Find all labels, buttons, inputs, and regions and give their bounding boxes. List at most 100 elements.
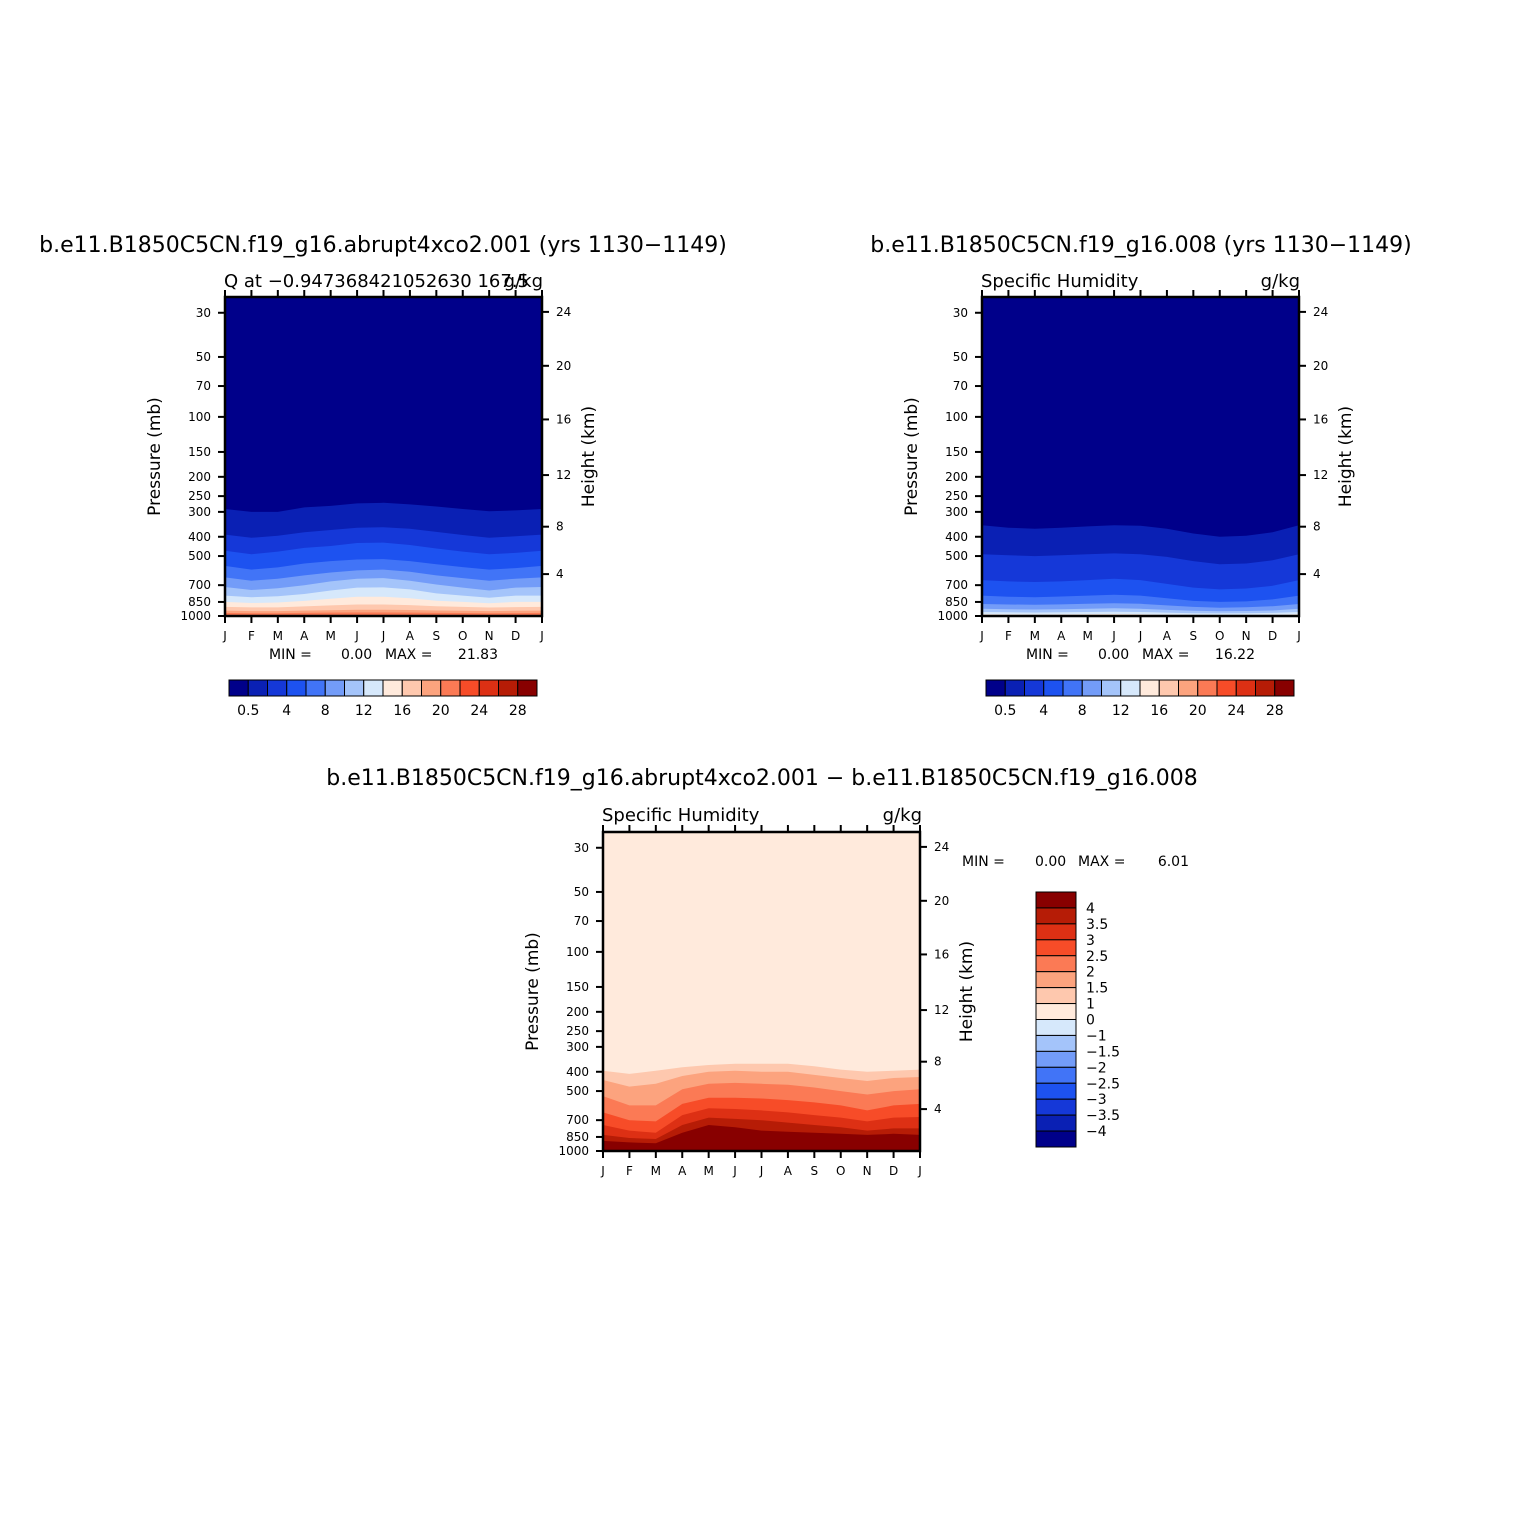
colorbar-label: 12 xyxy=(355,703,373,719)
x-tick-label: D xyxy=(889,1164,898,1178)
panel-2-title: b.e11.B1850C5CN.f19_g16.008 (yrs 1130−11… xyxy=(870,233,1412,258)
contour-fills xyxy=(982,297,1299,616)
y-right-axis-title: Height (km) xyxy=(579,406,599,507)
y-tick-label: 300 xyxy=(566,1040,589,1054)
x-tick-label: N xyxy=(1242,629,1251,643)
x-tick-label: J xyxy=(979,629,984,643)
x-tick-label: S xyxy=(433,629,441,643)
x-tick-label: A xyxy=(406,629,415,643)
colorbar-swatch xyxy=(382,679,403,697)
colorbar-label: −4 xyxy=(1086,1124,1107,1140)
x-tick-label: A xyxy=(300,629,309,643)
y-right-tick-label: 4 xyxy=(556,567,564,581)
x-tick-label: A xyxy=(784,1164,793,1178)
colorbar-swatch xyxy=(421,679,442,697)
y-tick-label: 850 xyxy=(945,595,968,609)
colorbar-swatch xyxy=(1062,679,1083,697)
y-right-tick-label: 16 xyxy=(556,412,571,426)
colorbar-label: 24 xyxy=(470,703,488,719)
y-right-tick-label: 4 xyxy=(934,1102,942,1116)
panel-2-plot: J F M A M J J A S O N D J 30 50 70 100 150 200 250 300 400 500… xyxy=(902,290,1356,719)
colorbar-swatch xyxy=(1035,987,1077,1005)
colorbar-label: 2.5 xyxy=(1086,949,1108,965)
colorbar-swatch xyxy=(1255,679,1276,697)
colorbar-swatch xyxy=(363,679,384,697)
y-tick-label: 700 xyxy=(566,1113,589,1127)
x-tick-label: S xyxy=(1190,629,1198,643)
y-tick-label: 850 xyxy=(188,595,211,609)
colorbar-label: 4 xyxy=(282,703,291,719)
colorbar-label: 8 xyxy=(321,703,330,719)
y-tick-label: 150 xyxy=(945,445,968,459)
y-tick-label: 150 xyxy=(188,445,211,459)
y-tick-label: 500 xyxy=(188,549,211,563)
colorbar-swatch xyxy=(440,679,461,697)
y-tick-label: 850 xyxy=(566,1130,589,1144)
x-tick-label: D xyxy=(1268,629,1277,643)
y-tick-label: 100 xyxy=(945,410,968,424)
colorbar-swatch xyxy=(459,679,480,697)
panel-2-min-label: MIN = xyxy=(1026,647,1069,663)
colorbar-swatch xyxy=(1120,679,1141,697)
colorbar-swatch xyxy=(1035,971,1077,989)
y-tick-label: 1000 xyxy=(180,609,211,623)
x-tick-label: N xyxy=(485,629,494,643)
y-tick-label: 400 xyxy=(188,530,211,544)
x-tick-label: F xyxy=(248,629,255,643)
colorbar-swatch xyxy=(1035,1066,1077,1084)
x-tick-label: A xyxy=(678,1164,687,1178)
y-tick-label: 70 xyxy=(953,379,968,393)
colorbar-label: 3.5 xyxy=(1086,917,1108,933)
colorbar-label: −2.5 xyxy=(1086,1076,1120,1092)
x-tick-label: M xyxy=(1030,629,1040,643)
y-right-tick-label: 16 xyxy=(1313,412,1328,426)
colorbar-label: 24 xyxy=(1227,703,1245,719)
colorbar-label: −2 xyxy=(1086,1060,1107,1076)
panel-1-subtitle-left: Q at −0.947368421052630 167.5 xyxy=(224,271,529,292)
x-tick-label: O xyxy=(458,629,467,643)
colorbar-label: 2 xyxy=(1086,965,1095,981)
y-tick-label: 30 xyxy=(574,841,589,855)
colorbar: 43.532.521.510−1−1.5−2−2.5−3−3.5−4 xyxy=(1035,891,1120,1148)
colorbar-swatch xyxy=(1035,1082,1077,1100)
colorbar-swatch xyxy=(985,679,1006,697)
y-tick-label: 30 xyxy=(196,306,211,320)
colorbar-swatch xyxy=(247,679,268,697)
colorbar-swatch xyxy=(1158,679,1179,697)
contour-band xyxy=(603,1131,920,1151)
x-tick-label: F xyxy=(626,1164,633,1178)
colorbar-swatch xyxy=(1043,679,1064,697)
y-tick-label: 100 xyxy=(566,945,589,959)
colorbar-swatch xyxy=(498,679,519,697)
colorbar-label: 12 xyxy=(1112,703,1130,719)
colorbar-swatch xyxy=(228,679,249,697)
y-tick-label: 250 xyxy=(188,489,211,503)
y-tick-label: 70 xyxy=(574,914,589,928)
panel-1-max-value: 21.83 xyxy=(458,647,498,663)
contour-fills xyxy=(603,832,920,1151)
panel-3-subtitle-left: Specific Humidity xyxy=(602,805,760,826)
x-tick-label: M xyxy=(703,1164,713,1178)
x-tick-label: J xyxy=(917,1164,922,1178)
colorbar-swatch xyxy=(1035,891,1077,909)
colorbar-swatch xyxy=(1024,679,1045,697)
y-right-tick-label: 8 xyxy=(934,1055,942,1069)
y-tick-label: 50 xyxy=(953,350,968,364)
x-tick-label: M xyxy=(1082,629,1092,643)
x-tick-label: M xyxy=(651,1164,661,1178)
panel-3-max-value: 6.01 xyxy=(1158,854,1189,870)
colorbar-label: 4 xyxy=(1086,901,1095,917)
y-tick-label: 200 xyxy=(566,1005,589,1019)
x-tick-label: A xyxy=(1163,629,1172,643)
y-right-tick-label: 16 xyxy=(934,947,949,961)
panel-3-max-label: MAX = xyxy=(1078,854,1125,870)
panel-3-min-value: 0.00 xyxy=(1035,854,1066,870)
y-tick-label: 30 xyxy=(953,306,968,320)
y-tick-label: 300 xyxy=(188,505,211,519)
x-tick-label: O xyxy=(1215,629,1224,643)
panel-2-subtitle-left: Specific Humidity xyxy=(981,271,1139,292)
y-tick-label: 50 xyxy=(196,350,211,364)
colorbar-swatch xyxy=(1139,679,1160,697)
x-tick-label: N xyxy=(863,1164,872,1178)
